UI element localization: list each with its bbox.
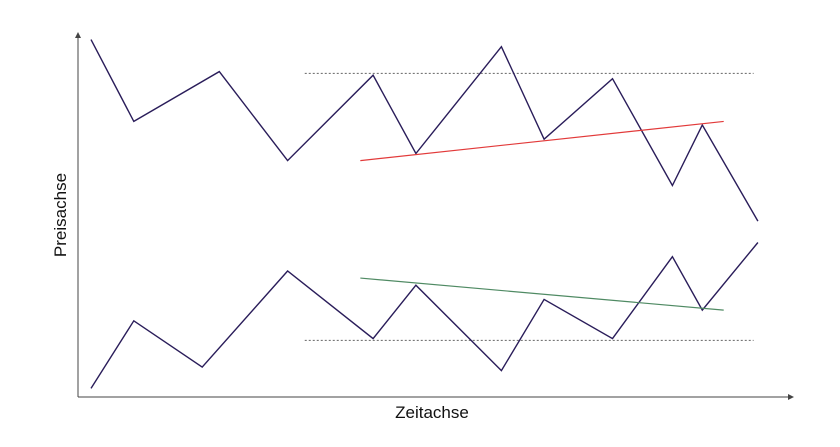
price-line-1	[90, 39, 759, 222]
x-axis-title: Zeitachse	[395, 403, 469, 422]
plot-area	[90, 39, 759, 389]
price-line-2	[90, 242, 759, 389]
rising-trendline	[360, 120, 724, 162]
y-axis-title: Preisachse	[51, 173, 70, 257]
falling-trendline	[360, 277, 724, 311]
